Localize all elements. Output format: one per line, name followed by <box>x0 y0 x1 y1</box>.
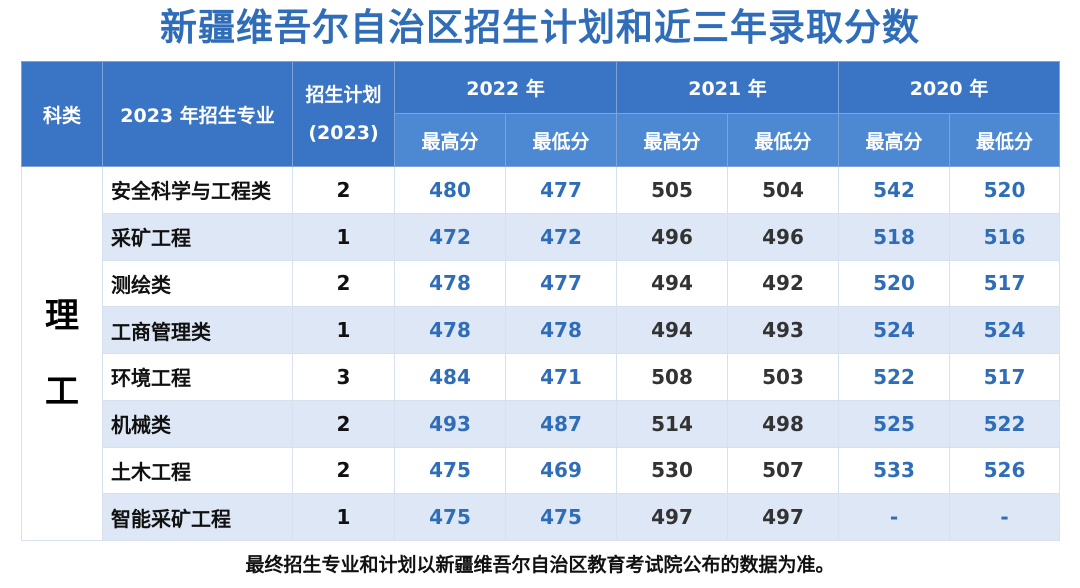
score-2022-min: 471 <box>505 353 617 401</box>
score-2020-min: - <box>949 493 1060 541</box>
plan-cell: 2 <box>292 166 395 214</box>
score-2021-max: 497 <box>616 493 728 541</box>
subject-char-1: 理 <box>45 295 79 336</box>
subject-char-2: 工 <box>45 371 79 412</box>
score-2022-min: 487 <box>505 399 617 448</box>
score-2022-max: 478 <box>394 259 506 308</box>
table-row: 机械类 2 493 487 514 498 525 522 <box>22 399 1060 448</box>
score-2022-max: 475 <box>394 446 506 495</box>
score-2022-max: 472 <box>394 212 506 261</box>
score-2022-min: 475 <box>505 493 617 541</box>
score-2021-max: 514 <box>616 399 728 448</box>
major-cell: 采矿工程 <box>102 212 293 261</box>
score-2020-max: 520 <box>838 259 950 308</box>
score-2021-min: 504 <box>727 166 839 214</box>
score-2020-min: 524 <box>949 306 1060 354</box>
score-2020-min: 517 <box>949 353 1060 401</box>
header-max-2021: 最高分 <box>616 113 728 167</box>
score-2020-min: 516 <box>949 212 1060 261</box>
header-year-2022: 2022 年 <box>394 61 617 114</box>
score-2022-max: 484 <box>394 353 506 401</box>
plan-cell: 1 <box>292 306 395 354</box>
header-plan: 招生计划 (2023) <box>292 61 395 167</box>
header-plan-line1: 招生计划 <box>305 84 382 106</box>
major-cell: 智能采矿工程 <box>102 493 293 541</box>
page-title: 新疆维吾尔自治区招生计划和近三年录取分数 <box>160 6 920 49</box>
plan-cell: 2 <box>292 259 395 308</box>
score-2022-max: 475 <box>394 493 506 541</box>
score-2020-max: 525 <box>838 399 950 448</box>
score-2020-max: 524 <box>838 306 950 354</box>
score-2020-max: 518 <box>838 212 950 261</box>
score-2020-min: 522 <box>949 399 1060 448</box>
score-2021-max: 496 <box>616 212 728 261</box>
plan-cell: 1 <box>292 493 395 541</box>
score-2021-min: 497 <box>727 493 839 541</box>
score-2021-min: 493 <box>727 306 839 354</box>
plan-cell: 1 <box>292 212 395 261</box>
table-row: 智能采矿工程 1 475 475 497 497 - - <box>22 493 1060 541</box>
header-min-2022: 最低分 <box>505 113 617 167</box>
plan-cell: 3 <box>292 353 395 401</box>
header-plan-line2: (2023) <box>308 122 379 144</box>
header-major: 2023 年招生专业 <box>102 61 293 167</box>
score-2022-min: 477 <box>505 166 617 214</box>
header-year-2021: 2021 年 <box>616 61 839 114</box>
major-cell: 测绘类 <box>102 259 293 308</box>
score-2021-min: 496 <box>727 212 839 261</box>
score-2021-max: 508 <box>616 353 728 401</box>
table-row: 采矿工程 1 472 472 496 496 518 516 <box>22 212 1060 261</box>
score-2021-min: 507 <box>727 446 839 495</box>
score-2022-max: 478 <box>394 306 506 354</box>
score-2022-min: 478 <box>505 306 617 354</box>
score-2020-max: 542 <box>838 166 950 214</box>
score-2022-max: 480 <box>394 166 506 214</box>
header-subject: 科类 <box>21 61 103 167</box>
major-cell: 安全科学与工程类 <box>102 166 293 214</box>
header-min-2021: 最低分 <box>727 113 839 167</box>
score-2021-min: 498 <box>727 399 839 448</box>
score-2020-min: 526 <box>949 446 1060 495</box>
major-cell: 环境工程 <box>102 353 293 401</box>
subject-cell: 理 工 <box>21 166 103 541</box>
score-2020-min: 517 <box>949 259 1060 308</box>
footnote: 最终招生专业和计划以新疆维吾尔自治区教育考试院公布的数据为准。 <box>245 554 835 576</box>
score-2022-min: 469 <box>505 446 617 495</box>
table-row: 测绘类 2 478 477 494 492 520 517 <box>22 259 1060 308</box>
score-2020-max: 533 <box>838 446 950 495</box>
table-row: 土木工程 2 475 469 530 507 533 526 <box>22 446 1060 495</box>
score-2021-max: 494 <box>616 259 728 308</box>
table-row: 理 工 安全科学与工程类 2 480 477 505 504 542 520 <box>21 166 1060 541</box>
header-year-2020: 2020 年 <box>838 61 1060 114</box>
header-max-2020: 最高分 <box>838 113 950 167</box>
header-min-2020: 最低分 <box>949 113 1060 167</box>
score-2020-min: 520 <box>949 166 1060 214</box>
major-cell: 土木工程 <box>102 446 293 495</box>
score-2021-max: 505 <box>616 166 728 214</box>
score-2022-min: 472 <box>505 212 617 261</box>
score-2020-max: - <box>838 493 950 541</box>
plan-cell: 2 <box>292 399 395 448</box>
plan-cell: 2 <box>292 446 395 495</box>
admission-scores-table: 科类 2023 年招生专业 招生计划 (2023) 2022 年 2021 年 … <box>21 61 1060 541</box>
header-max-2022: 最高分 <box>394 113 506 167</box>
score-2020-max: 522 <box>838 353 950 401</box>
score-2021-min: 492 <box>727 259 839 308</box>
table-row: 工商管理类 1 478 478 494 493 524 524 <box>22 306 1060 354</box>
score-2022-max: 493 <box>394 399 506 448</box>
score-2022-min: 477 <box>505 259 617 308</box>
score-2021-min: 503 <box>727 353 839 401</box>
major-cell: 机械类 <box>102 399 293 448</box>
major-cell: 工商管理类 <box>102 306 293 354</box>
table-header: 科类 2023 年招生专业 招生计划 (2023) 2022 年 2021 年 … <box>21 61 1060 167</box>
score-2021-max: 494 <box>616 306 728 354</box>
table-body: 理 工 安全科学与工程类 2 480 477 505 504 542 520 采… <box>21 166 1060 541</box>
score-2021-max: 530 <box>616 446 728 495</box>
table-row: 环境工程 3 484 471 508 503 522 517 <box>22 353 1060 401</box>
